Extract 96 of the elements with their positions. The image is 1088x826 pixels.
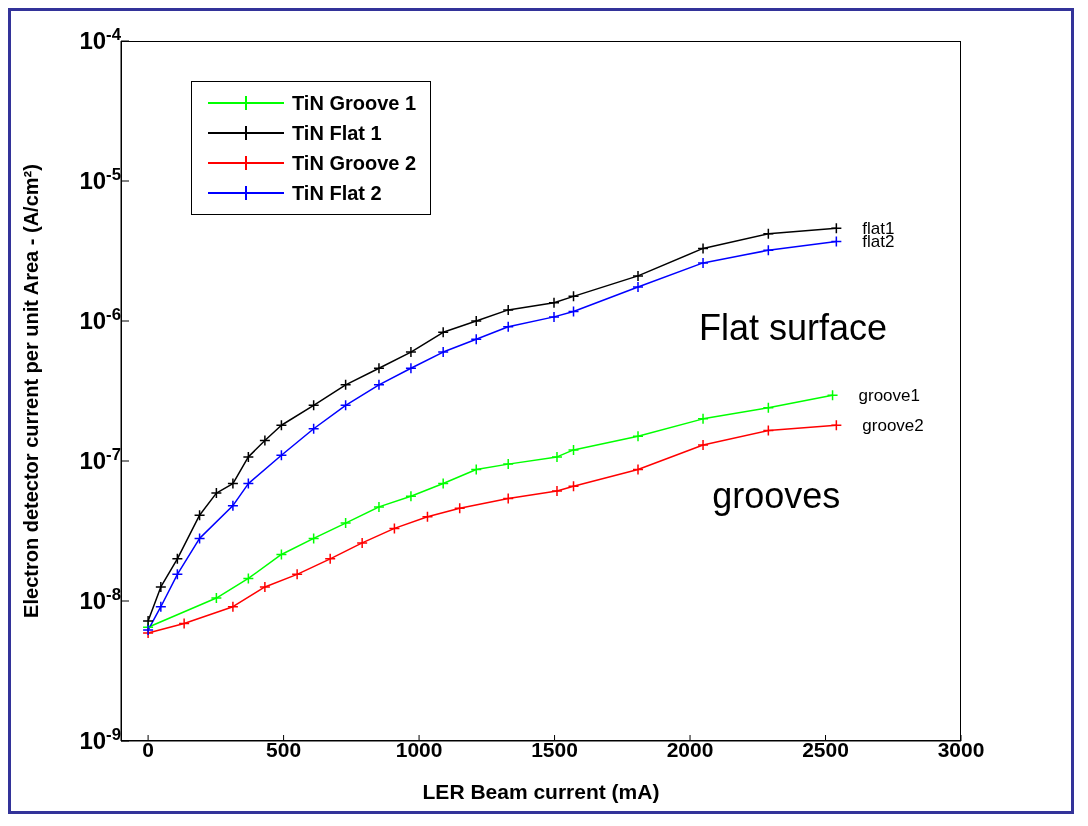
point [502,304,514,316]
point [307,532,320,545]
point [193,509,206,521]
point [242,477,255,490]
point [142,615,154,627]
point [339,399,352,412]
point [388,522,401,535]
legend-label: TiN Groove 1 [292,91,417,116]
legend-label: TiN Flat 2 [292,181,382,206]
point [227,600,239,613]
point [307,422,320,435]
x-tick-label: 0 [142,738,154,761]
point [830,235,843,248]
point [437,477,449,490]
point [697,439,709,451]
x-tick-label: 2500 [802,738,849,761]
point [178,617,190,630]
point [470,463,482,476]
point [210,487,223,499]
point [632,430,644,443]
point [762,424,775,437]
annotation: Flat surface [698,307,888,349]
point [632,270,644,282]
point [567,480,580,493]
point [171,568,184,581]
legend-label: TiN Groove 2 [292,151,417,176]
point [697,257,709,269]
point [210,592,223,604]
point [405,490,417,502]
point [405,346,417,358]
point [453,502,466,514]
point [548,311,560,323]
point [567,290,580,303]
point [373,379,385,391]
point [502,492,514,505]
point [830,419,843,432]
point [307,399,320,412]
point [470,315,482,327]
y-tick-label: 10$^{-9}$ [79,724,121,754]
point [830,222,843,234]
point [567,444,580,456]
point [275,548,288,561]
point [551,485,563,497]
point [632,463,644,476]
point [242,572,255,585]
point [373,501,385,513]
y-tick-label: 10$^{-4}$ [79,24,122,54]
point [567,305,580,318]
y-tick-label: 10$^{-5}$ [79,164,121,194]
legend-label: TiN Flat 1 [292,121,382,146]
point [373,362,385,374]
point [242,451,255,463]
y-tick-label: 10$^{-7}$ [79,444,121,474]
point [762,244,775,257]
point [155,581,167,593]
y-axis-title: Electron detector current per unit Area - (A/cm²) [20,164,43,618]
point [259,434,271,447]
point [762,228,775,240]
point [437,326,449,339]
x-tick-label: 1500 [531,738,578,761]
point [227,499,239,512]
point [405,362,417,374]
annotation: groove1 [858,386,920,406]
point [421,510,434,523]
point [155,600,167,613]
y-tick-label: 10$^{-8}$ [79,584,121,614]
point [826,389,839,401]
point [437,346,449,358]
point [548,297,560,309]
x-axis-title: LER Beam current (mA) [422,780,660,803]
point [697,242,709,255]
y-tick-label: 10$^{-6}$ [79,304,121,334]
point [171,553,184,565]
point [762,402,775,414]
point [502,458,514,470]
point [470,333,482,346]
x-tick-label: 2000 [666,738,714,761]
point [227,477,239,490]
point [551,451,563,463]
point [275,449,288,461]
point [356,537,368,549]
point [339,517,352,529]
point [275,419,288,432]
point [259,581,271,593]
point [339,379,352,391]
annotation: groove2 [862,416,924,436]
point [291,568,303,581]
x-tick-label: 3000 [937,738,985,761]
x-tick-label: 1000 [395,738,443,761]
point [324,553,336,565]
point [697,413,709,425]
x-tick-label: 500 [266,738,302,761]
annotation: grooves [712,475,841,517]
point [193,532,206,545]
point [632,281,644,293]
point [502,320,514,333]
